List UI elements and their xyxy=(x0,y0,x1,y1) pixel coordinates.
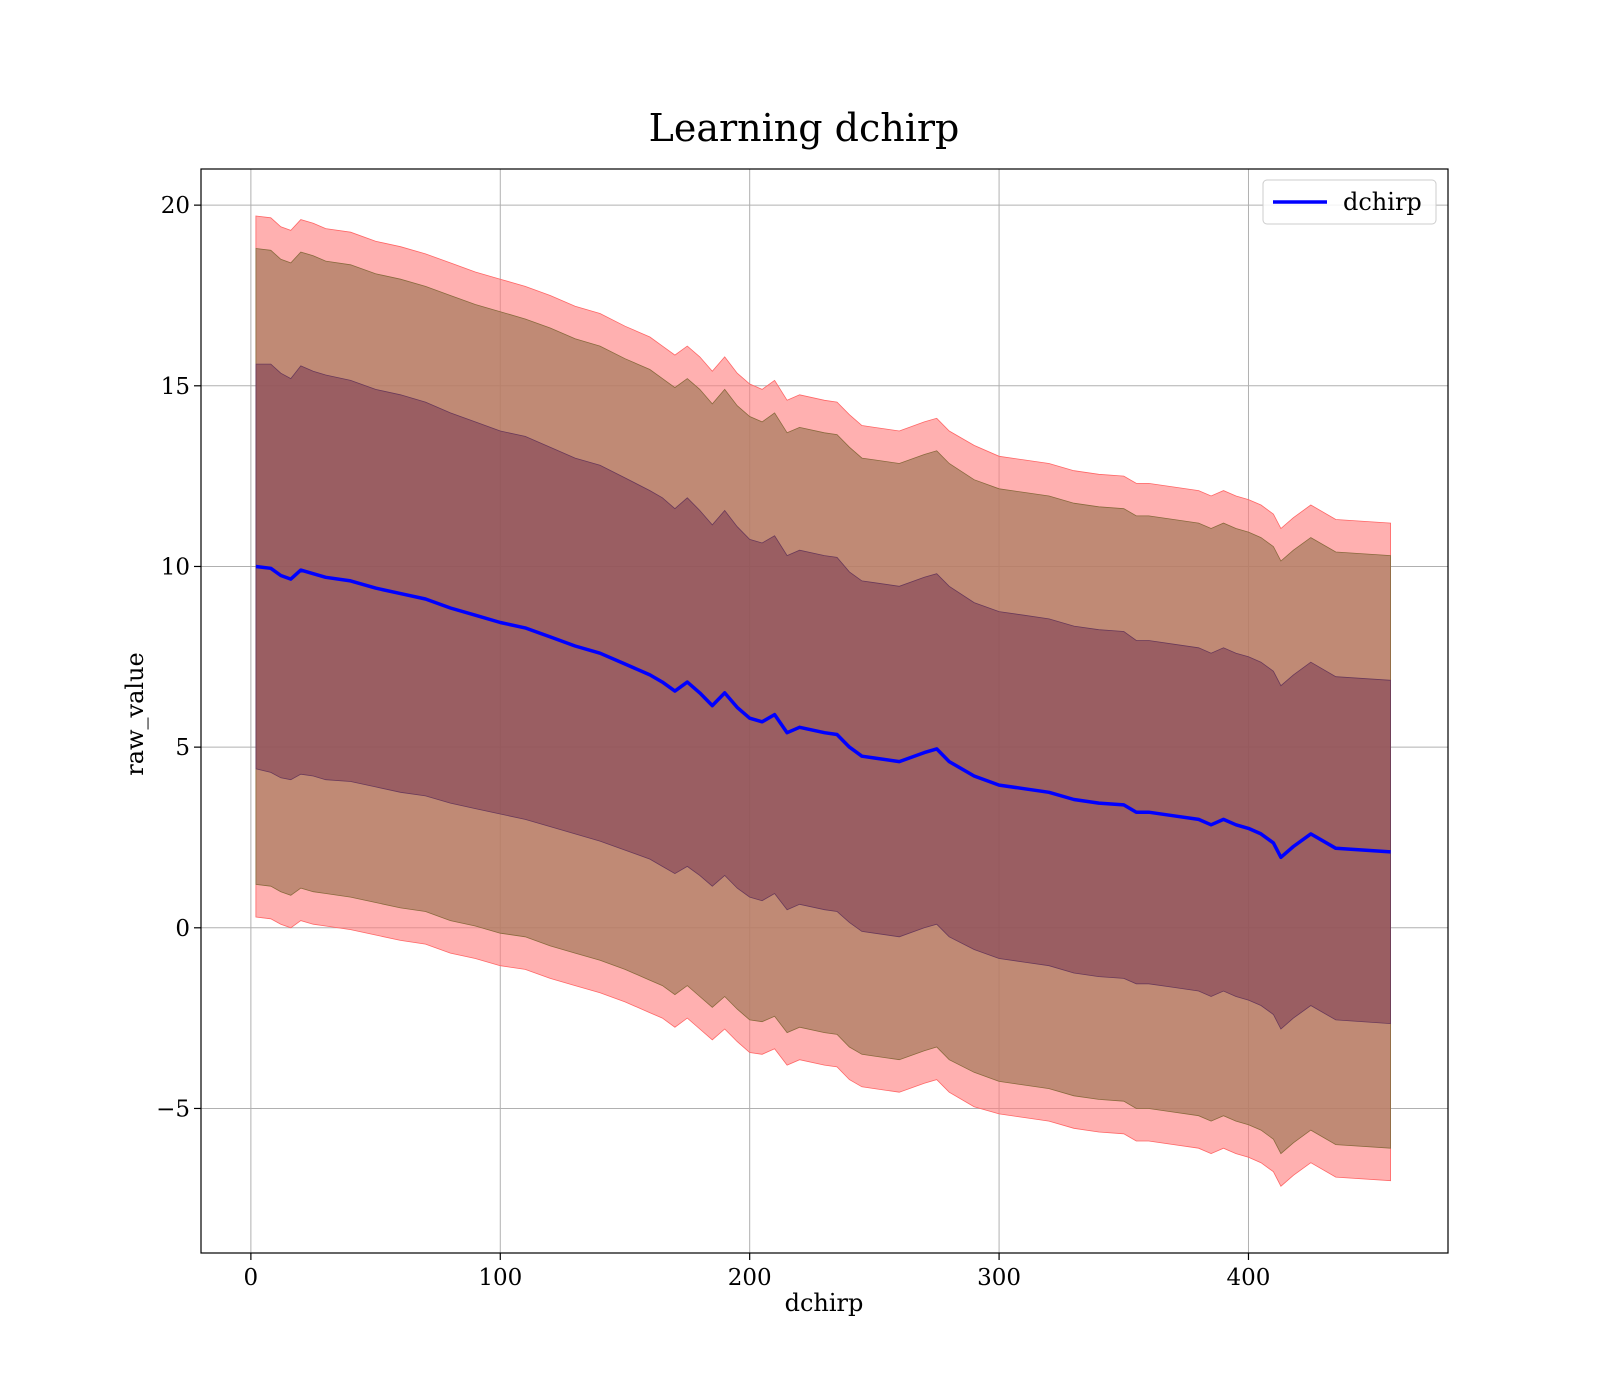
x-axis-label: dchirp xyxy=(785,1289,864,1317)
x-tick-label: 400 xyxy=(1227,1265,1271,1291)
x-tick-label: 300 xyxy=(977,1265,1021,1291)
y-tick-label: 10 xyxy=(161,554,190,580)
legend: dchirp xyxy=(1262,179,1437,225)
x-tick-label: 100 xyxy=(478,1265,522,1291)
legend-box xyxy=(1262,179,1437,225)
legend-label-dchirp: dchirp xyxy=(1343,188,1422,216)
series-line-dchirp xyxy=(255,564,1391,860)
axis-ticks: 0 100 200 300 400 −5 0 5 10 15 20 xyxy=(156,193,1270,1291)
y-tick-label: 0 xyxy=(175,916,190,942)
y-tick-label: 5 xyxy=(175,735,190,761)
y-tick-label: 20 xyxy=(161,193,190,219)
y-axis-label: raw_value xyxy=(121,652,149,776)
series-lines xyxy=(255,564,1391,860)
y-tick-label: −5 xyxy=(156,1096,190,1122)
y-tick-label: 15 xyxy=(161,374,190,400)
inner-band xyxy=(255,363,1391,1030)
x-tick-label: 0 xyxy=(244,1265,259,1291)
chart-title: Learning dchirp xyxy=(649,106,960,150)
x-tick-label: 200 xyxy=(728,1265,772,1291)
plot-frame xyxy=(200,168,1449,1254)
confidence-bands xyxy=(255,215,1391,1187)
